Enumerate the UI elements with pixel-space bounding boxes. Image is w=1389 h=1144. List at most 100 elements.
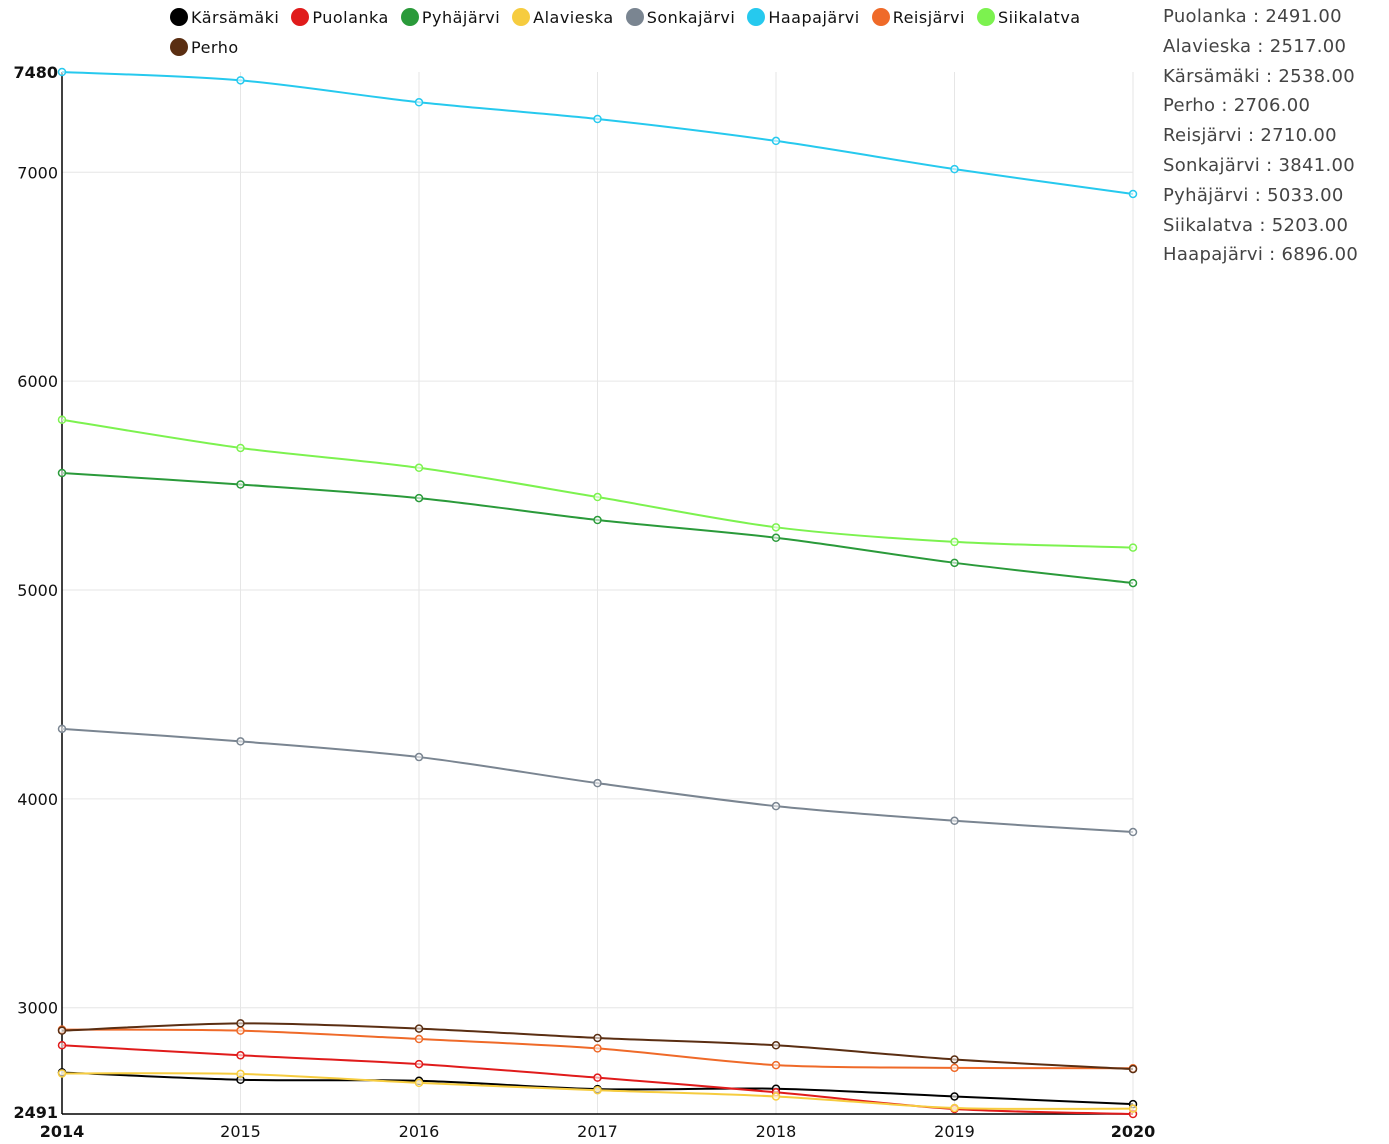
value-summary-list: Puolanka : 2491.00 Alavieska : 2517.00 Kär… bbox=[1163, 2, 1358, 270]
data-point[interactable] bbox=[771, 1060, 781, 1070]
series-siikalatva bbox=[57, 415, 1138, 552]
data-point[interactable] bbox=[593, 778, 602, 788]
data-point[interactable] bbox=[771, 533, 781, 543]
legend-swatch bbox=[170, 8, 188, 26]
value-summary-row: Pyhäjärvi : 5033.00 bbox=[1163, 184, 1344, 206]
legend-label: Pyhäjärvi bbox=[421, 7, 501, 27]
legend-swatch bbox=[747, 8, 766, 26]
data-point[interactable] bbox=[593, 492, 602, 502]
series-lines bbox=[57, 67, 1138, 1119]
data-point[interactable] bbox=[57, 1069, 67, 1078]
value-summary-row: Alavieska : 2517.00 bbox=[1163, 35, 1347, 57]
legend: Kärsämäki Puolanka Pyhäjärvi Alavieska Sonka… bbox=[170, 6, 1130, 58]
legend-item[interactable]: Sonkajärvi bbox=[625, 6, 736, 28]
data-point[interactable] bbox=[414, 1034, 424, 1044]
x-tick-label: 2015 bbox=[220, 1122, 261, 1141]
y-tick-label: 4000 bbox=[17, 790, 58, 809]
data-point[interactable] bbox=[236, 1069, 245, 1079]
data-point[interactable] bbox=[950, 816, 959, 826]
x-tick-label: 2016 bbox=[399, 1122, 440, 1141]
data-point[interactable] bbox=[950, 537, 959, 547]
value-summary-row: Perho : 2706.00 bbox=[1163, 95, 1311, 117]
legend-label: Reisjärvi bbox=[892, 7, 965, 27]
data-point[interactable] bbox=[414, 1078, 424, 1088]
x-tick-label: 2017 bbox=[577, 1122, 618, 1141]
data-point[interactable] bbox=[414, 1059, 424, 1069]
data-point[interactable] bbox=[593, 1033, 602, 1043]
data-point[interactable] bbox=[950, 1103, 959, 1113]
legend-label: Perho bbox=[191, 37, 239, 57]
data-point[interactable] bbox=[236, 76, 245, 85]
legend-label: Haapajärvi bbox=[768, 7, 860, 27]
y-tick-label: 3000 bbox=[17, 999, 58, 1018]
data-point[interactable] bbox=[1128, 189, 1138, 199]
data-point[interactable] bbox=[414, 1024, 424, 1033]
x-tick-label: 2014 bbox=[40, 1122, 85, 1141]
data-point[interactable] bbox=[1128, 1064, 1138, 1074]
value-summary-row: Kärsämäki : 2538.00 bbox=[1163, 65, 1355, 87]
data-point[interactable] bbox=[593, 1044, 602, 1053]
x-tick-label: 2020 bbox=[1111, 1122, 1156, 1141]
data-point[interactable] bbox=[414, 463, 424, 473]
data-point[interactable] bbox=[1128, 1104, 1138, 1113]
data-point[interactable] bbox=[771, 1041, 781, 1050]
data-point[interactable] bbox=[1128, 543, 1138, 552]
data-point[interactable] bbox=[1128, 578, 1138, 588]
value-summary-row: Haapajärvi : 6896.00 bbox=[1163, 244, 1359, 266]
data-point[interactable] bbox=[771, 801, 781, 811]
data-point[interactable] bbox=[593, 515, 602, 525]
legend-swatch bbox=[625, 8, 644, 26]
series-alavieska bbox=[57, 1069, 1138, 1113]
legend-swatch bbox=[512, 8, 531, 26]
data-point[interactable] bbox=[771, 523, 781, 532]
data-point[interactable] bbox=[950, 558, 959, 568]
data-point[interactable] bbox=[236, 480, 245, 489]
data-point[interactable] bbox=[593, 1085, 602, 1095]
data-point[interactable] bbox=[57, 1041, 67, 1050]
legend-item[interactable]: Reisjärvi bbox=[871, 6, 965, 28]
data-point[interactable] bbox=[236, 1026, 245, 1035]
legend-item[interactable]: Puolanka bbox=[291, 6, 388, 28]
data-point[interactable] bbox=[771, 136, 781, 146]
data-point[interactable] bbox=[1128, 827, 1138, 837]
legend-item[interactable]: Kärsämäki bbox=[170, 6, 279, 28]
data-point[interactable] bbox=[950, 1063, 959, 1073]
x-tick-label: 2019 bbox=[934, 1122, 975, 1141]
data-point[interactable] bbox=[771, 1092, 781, 1101]
data-point[interactable] bbox=[950, 164, 959, 174]
data-point[interactable] bbox=[236, 1019, 245, 1028]
legend-swatch bbox=[400, 8, 419, 26]
data-point[interactable] bbox=[57, 415, 67, 425]
y-tick-label: 7000 bbox=[17, 163, 58, 182]
legend-item[interactable]: Siikalatva bbox=[976, 6, 1081, 28]
value-summary-row: Puolanka : 2491.00 bbox=[1163, 6, 1342, 27]
data-point[interactable] bbox=[593, 1073, 602, 1082]
data-point[interactable] bbox=[57, 67, 67, 77]
data-point[interactable] bbox=[950, 1055, 959, 1064]
y-tick-label: 6000 bbox=[17, 372, 58, 391]
legend-item[interactable]: Haapajärvi bbox=[747, 6, 859, 28]
legend-label: Sonkajärvi bbox=[646, 7, 736, 27]
data-point[interactable] bbox=[57, 468, 67, 478]
data-point[interactable] bbox=[236, 443, 245, 453]
data-point[interactable] bbox=[950, 1092, 959, 1101]
data-point[interactable] bbox=[236, 737, 245, 746]
data-point[interactable] bbox=[57, 724, 67, 734]
y-tick-label: 7480 bbox=[13, 63, 58, 82]
legend-swatch bbox=[976, 8, 995, 26]
data-point[interactable] bbox=[236, 1051, 245, 1060]
y-tick-label: 2491 bbox=[13, 1103, 58, 1122]
legend-item[interactable]: Perho bbox=[170, 36, 239, 58]
x-tick-label: 2018 bbox=[756, 1122, 797, 1141]
data-point[interactable] bbox=[414, 98, 424, 107]
data-point[interactable] bbox=[414, 752, 424, 762]
legend-item[interactable]: Pyhäjärvi bbox=[400, 6, 501, 28]
value-summary-row: Siikalatva : 5203.00 bbox=[1163, 214, 1349, 236]
data-point[interactable] bbox=[593, 114, 602, 124]
legend-label: Alavieska bbox=[533, 7, 614, 27]
data-point[interactable] bbox=[414, 493, 424, 503]
legend-item[interactable]: Alavieska bbox=[512, 6, 614, 28]
data-point[interactable] bbox=[57, 1026, 67, 1035]
legend-label: Puolanka bbox=[312, 7, 389, 27]
legend-swatch bbox=[170, 38, 188, 56]
